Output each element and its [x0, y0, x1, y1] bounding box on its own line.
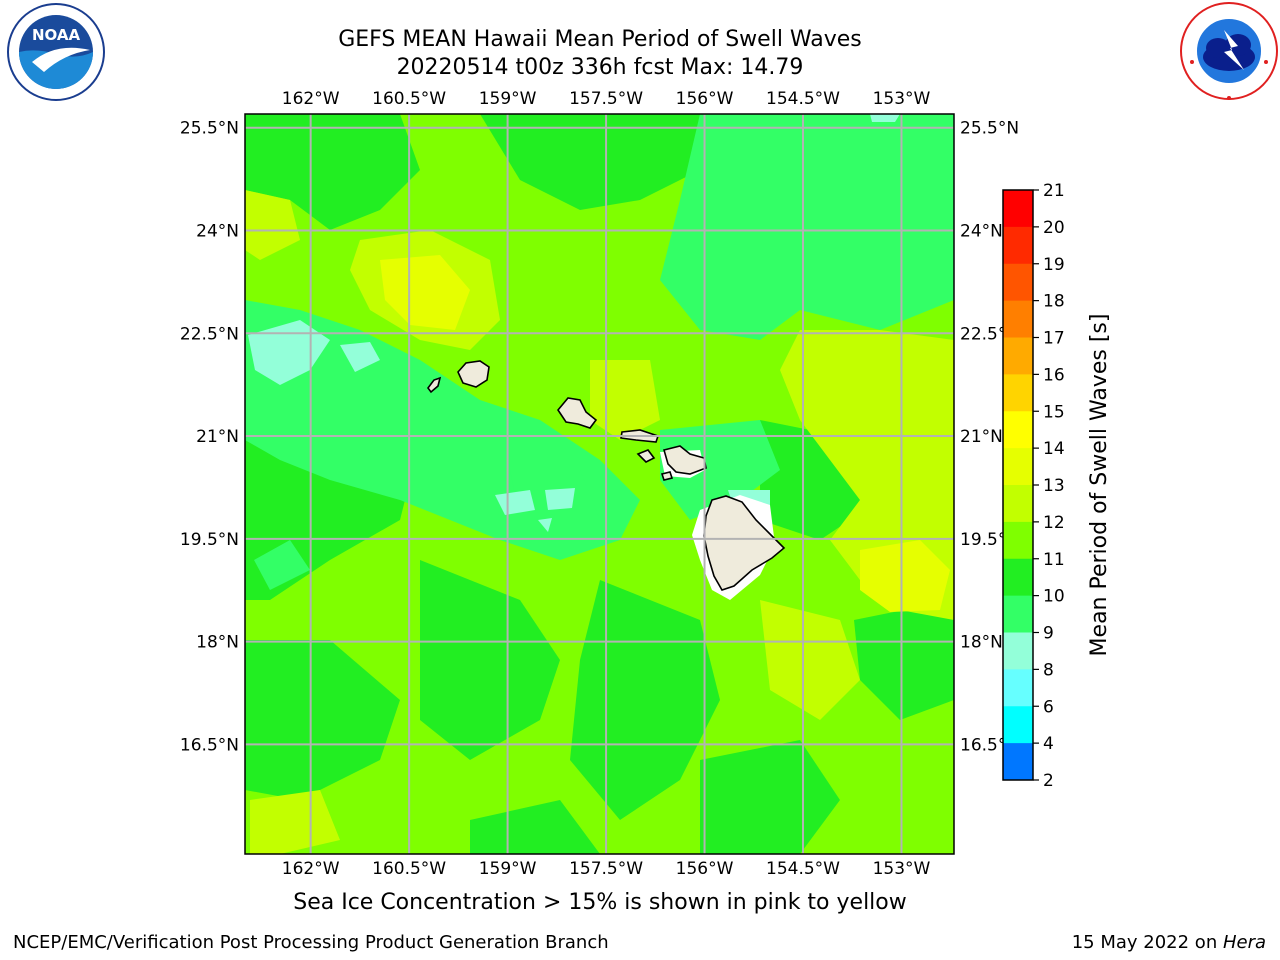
lon-tick-label-bottom: 162°W — [282, 859, 340, 879]
lat-tick-label-right: 21°N — [960, 427, 1003, 447]
colorbar-tick-label: 11 — [1043, 550, 1065, 570]
lat-tick-label-left: 24°N — [196, 221, 239, 241]
colorbar-tick-label: 21 — [1043, 181, 1065, 201]
colorbar-tick-label: 2 — [1043, 771, 1054, 791]
colorbar: 21 20 19 18 17 16 15 14 13 12 11 10 9 8 6 4 2 — [1002, 181, 1065, 791]
chart-title-line2: 20220514 t00z 336h fcst Max: 14.79 — [396, 55, 804, 80]
lat-tick-label-left: 25.5°N — [180, 119, 239, 139]
lat-tick-label-right: 25.5°N — [960, 119, 1019, 139]
lat-tick-label-left: 18°N — [196, 633, 239, 653]
lon-tick-label-top: 157.5°W — [569, 89, 643, 109]
colorbar-segment — [1003, 595, 1033, 633]
lon-tick-label-bottom: 160.5°W — [372, 859, 446, 879]
colorbar-tick-label: 16 — [1043, 365, 1065, 385]
colorbar-tick-label: 18 — [1043, 292, 1065, 312]
colorbar-tick-label: 8 — [1043, 660, 1054, 680]
lon-tick-label-bottom: 154.5°W — [766, 859, 840, 879]
colorbar-segment — [1003, 337, 1033, 375]
lon-tick-label-bottom: 156°W — [676, 859, 734, 879]
colorbar-tick-label: 4 — [1043, 734, 1054, 754]
lat-tick-label-left: 22.5°N — [180, 324, 239, 344]
longitude-labels-top: 162°W 160.5°W 159°W 157.5°W 156°W 154.5°W 153°… — [282, 89, 931, 109]
lon-tick-label-bottom: 157.5°W — [569, 859, 643, 879]
colorbar-segment — [1003, 669, 1033, 707]
colorbar-segment — [1003, 448, 1033, 486]
colorbar-tick-label: 20 — [1043, 218, 1065, 238]
island-kauai — [457, 360, 490, 388]
lon-tick-label-top: 160.5°W — [372, 89, 446, 109]
latitude-labels-left: 25.5°N 24°N 22.5°N 21°N 19.5°N 18°N 16.5°N — [180, 119, 239, 756]
island-oahu — [557, 397, 598, 429]
colorbar-tick-label: 9 — [1043, 624, 1054, 644]
noaa-logo-text: NOAA — [32, 26, 81, 44]
colorbar-tick-label: 6 — [1043, 697, 1054, 717]
chart-title-line1: GEFS MEAN Hawaii Mean Period of Swell Wa… — [338, 27, 862, 52]
lat-tick-label-left: 19.5°N — [180, 530, 239, 550]
swell-period-field — [245, 114, 954, 854]
field-10-11s — [245, 114, 954, 590]
nws-logo — [1180, 2, 1278, 100]
island-maui — [663, 445, 707, 475]
colorbar-tick-label: 15 — [1043, 402, 1065, 422]
colorbar-tick-label: 14 — [1043, 439, 1065, 459]
colorbar-segment — [1003, 485, 1033, 523]
lat-tick-label-right: 18°N — [960, 633, 1003, 653]
lat-tick-label-left: 21°N — [196, 427, 239, 447]
lon-tick-label-bottom: 153°W — [873, 859, 931, 879]
colorbar-tick-label: 13 — [1043, 476, 1065, 496]
lon-tick-label-top: 154.5°W — [766, 89, 840, 109]
island-lanai — [636, 449, 656, 463]
field-14-15s — [380, 255, 950, 612]
lon-tick-label-top: 156°W — [676, 89, 734, 109]
island-niihau — [427, 376, 442, 394]
colorbar-segment — [1003, 558, 1033, 597]
colorbar-tick-label: 17 — [1043, 329, 1065, 349]
colorbar-segment — [1003, 743, 1033, 781]
lon-tick-label-top: 159°W — [479, 89, 537, 109]
map-frame — [244, 113, 955, 855]
colorbar-segment — [1003, 263, 1033, 302]
credit-host: Hera — [1222, 932, 1266, 953]
colorbar-segment — [1003, 521, 1033, 560]
sea-ice-note: Sea Ice Concentration > 15% is shown in … — [293, 890, 907, 915]
nws-ring-text — [1190, 60, 1268, 100]
credit-date: 15 May 2022 on Hera — [1072, 932, 1266, 953]
colorbar-segment — [1003, 411, 1033, 449]
colorbar-tick-label: 19 — [1043, 255, 1065, 275]
lon-tick-label-top: 162°W — [282, 89, 340, 109]
colorbar-tick-label: 12 — [1043, 513, 1065, 533]
island-kahoolawe — [660, 471, 674, 481]
hawaii-islands — [427, 360, 786, 591]
lat-tick-label-right: 24°N — [960, 221, 1003, 241]
colorbar-segment — [1003, 706, 1033, 744]
credit-branch: NCEP/EMC/Verification Post Processing Pr… — [13, 932, 609, 953]
noaa-logo: NOAA — [7, 3, 105, 101]
colorbar-segment — [1003, 226, 1033, 265]
colorbar-segment — [1003, 190, 1033, 228]
colorbar-segment — [1003, 632, 1033, 670]
graticule — [245, 114, 954, 854]
colorbar-tick-label: 10 — [1043, 587, 1065, 607]
lon-tick-label-top: 153°W — [873, 89, 931, 109]
lat-tick-label-left: 16.5°N — [180, 735, 239, 755]
credit-date-text: 15 May 2022 on — [1071, 932, 1223, 953]
colorbar-label: Mean Period of Swell Waves [s] — [1087, 314, 1112, 657]
lon-tick-label-bottom: 159°W — [479, 859, 537, 879]
longitude-labels-bottom: 162°W 160.5°W 159°W 157.5°W 156°W 154.5°W 153°… — [282, 859, 931, 879]
colorbar-segment — [1003, 300, 1033, 338]
colorbar-segment — [1003, 374, 1033, 412]
